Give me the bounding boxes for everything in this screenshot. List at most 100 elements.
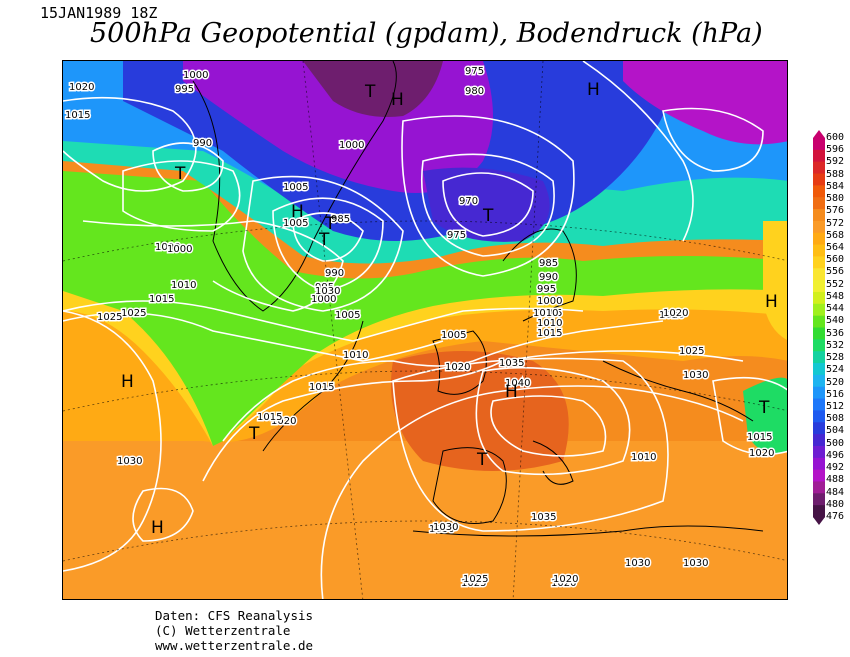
center-high-atlantic-south: H: [151, 518, 164, 538]
colorbar-swatch: [813, 303, 825, 317]
center-low-greenland-north: T: [324, 214, 336, 234]
colorbar-swatch: [813, 493, 825, 506]
pressure-label: 1005: [283, 182, 308, 193]
center-high-greenland-north: H: [291, 202, 304, 222]
colorbar-tick-label: 576: [826, 205, 845, 217]
pressure-label: 1030: [433, 522, 458, 533]
coast-scandinavia: [502, 228, 577, 322]
isobar-1030: [320, 385, 744, 599]
grid-lon-10e: [512, 61, 544, 599]
pressure-label: 1020: [553, 574, 578, 585]
pressure-label: 1030: [683, 370, 708, 381]
pressure-label: 1020: [663, 308, 688, 319]
colorbar-swatch: [813, 256, 825, 269]
isobar-1000-west: [82, 220, 344, 312]
colorbar-swatch: [813, 386, 825, 400]
colorbar-tick-label: 584: [826, 180, 845, 192]
colorbar-swatch: [813, 351, 825, 364]
colorbar-swatch: [813, 469, 825, 482]
colorbar-arrow-top: [813, 130, 825, 138]
pressure-label: 1020: [271, 416, 296, 427]
pressure-label: 1005: [537, 308, 562, 319]
pressure-label: 1020: [749, 448, 774, 459]
pressure-label: 1035: [499, 358, 524, 369]
isobar-1010-russia: [582, 61, 694, 242]
isobar-1025-west: [63, 310, 162, 572]
pressure-label: 1030: [117, 456, 142, 467]
center-high-central-europe: H: [505, 382, 518, 402]
pressure-label: 1020: [551, 578, 576, 589]
center-low-arctic-west: T: [364, 82, 376, 102]
center-high-siberia-north: H: [587, 80, 600, 100]
colorbar-tick-label: 524: [826, 364, 845, 376]
isobar-1035-outer: [475, 366, 631, 476]
colorbar-swatch: [813, 197, 825, 210]
pressure-label: 980: [465, 86, 484, 97]
pressure-label: 1030: [683, 558, 708, 569]
pressure-label: 1010: [171, 280, 196, 291]
grid-lon-30w: [302, 61, 364, 599]
colorbar-swatch: [813, 173, 825, 186]
center-high-atlantic-west: H: [121, 372, 134, 392]
colorbar-tick-label: 556: [826, 266, 845, 278]
pressure-label: 970: [459, 196, 478, 207]
isobar-990-iceland: [152, 142, 224, 192]
pressure-label: 1010: [533, 308, 558, 319]
colorbar-tick-label: 540: [826, 315, 845, 327]
pressure-label: 1010: [537, 318, 562, 329]
field-580: [391, 351, 569, 471]
colorbar-tick-label: 548: [826, 290, 845, 302]
colorbar-swatch: [813, 374, 825, 388]
pressure-label: 1000: [167, 244, 192, 255]
center-high-russia-east: H: [765, 292, 778, 312]
pressure-label: 1030: [625, 558, 650, 569]
colorbar-tick-label: 536: [826, 327, 845, 339]
colorbar-swatch: [813, 209, 825, 222]
colorbar-tick-label: 484: [826, 486, 845, 498]
pressure-label: 1020: [445, 362, 470, 373]
coast-italy: [532, 440, 574, 485]
map-title: 500hPa Geopotential (gpdam), Bodendruck …: [90, 18, 763, 49]
colorbar-swatches: [813, 130, 825, 525]
pressure-label: 1000: [155, 242, 180, 253]
colorbar-tick-label: 516: [826, 388, 845, 400]
colorbar-tick-label: 560: [826, 254, 845, 266]
pressure-label: 1015: [149, 294, 174, 305]
colorbar-swatch: [813, 445, 825, 459]
colorbar-tick-label: 596: [826, 144, 845, 156]
field-high-east: [763, 221, 787, 340]
pressure-label: 1040: [505, 378, 530, 389]
isobar-1000-greenland: [242, 175, 404, 312]
pressure-label: 1020: [659, 310, 684, 321]
colorbar-tick-label: 588: [826, 168, 845, 180]
footer-copyright: (C) Wetterzentrale: [155, 623, 291, 638]
isobar-1015: [222, 320, 664, 442]
pressure-label: 975: [465, 66, 484, 77]
pressure-label: 990: [193, 138, 212, 149]
colorbar-swatch: [813, 232, 825, 246]
colorbar-swatch: [813, 363, 825, 376]
colorbar-tick-label: 488: [826, 474, 845, 486]
colorbar-tick-label: 532: [826, 339, 845, 351]
isobar-1010: [63, 312, 444, 362]
colorbar-swatch: [813, 185, 825, 198]
colorbar-arrow-bottom: [813, 517, 825, 525]
center-low-iberia: T: [476, 450, 488, 470]
pressure-label: 1015: [257, 412, 282, 423]
isobar-995-iceland: [122, 160, 241, 232]
isobar-1025-atlantic: [132, 487, 194, 542]
center-low-caspian: T: [758, 398, 770, 418]
field-480: [303, 61, 443, 117]
isobar-1030-outer: [392, 357, 669, 532]
pressure-label: 995: [537, 284, 556, 295]
colorbar-swatch: [813, 244, 825, 257]
colorbar-swatch: [813, 481, 825, 494]
colorbar-swatch: [813, 149, 825, 163]
pressure-label: 985: [539, 258, 558, 269]
colorbar-swatch: [813, 315, 825, 328]
pressure-label: 1010: [343, 350, 368, 361]
coast-iberia: [432, 447, 507, 524]
colorbar-swatch: [813, 327, 825, 340]
isobar-1015-russia: [662, 107, 764, 172]
